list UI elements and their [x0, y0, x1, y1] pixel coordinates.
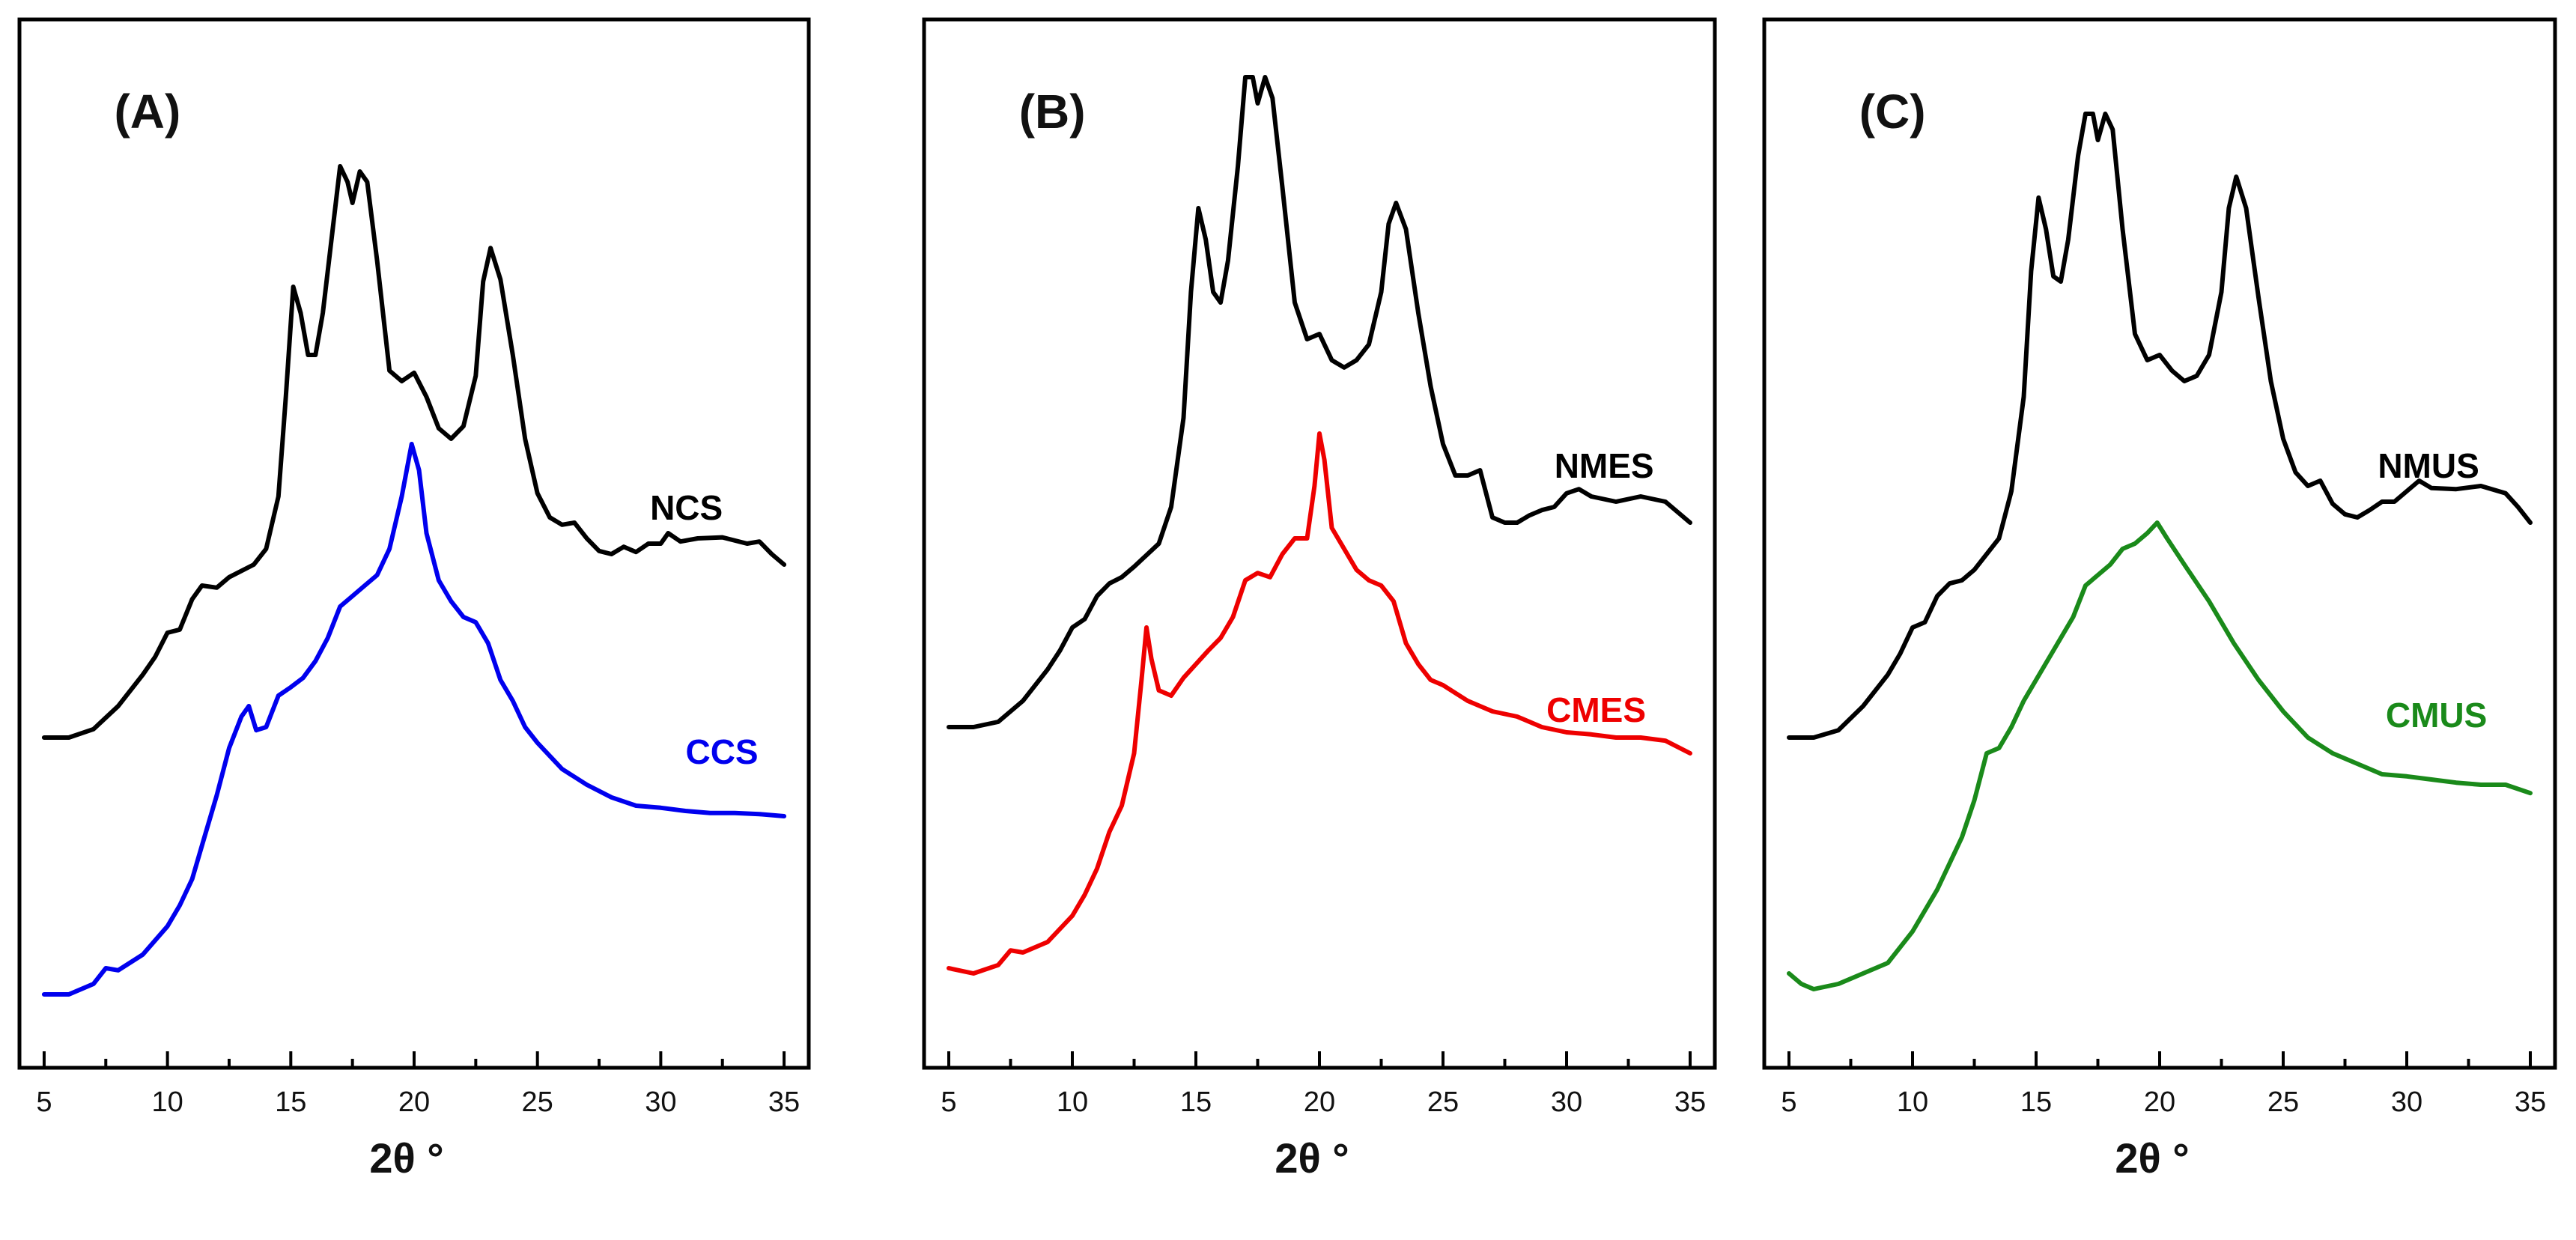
series-line-nmus: [1787, 112, 2533, 740]
x-tick-label: 15: [275, 1086, 306, 1118]
panel-a: 5 10 15 20 25 30 35 2θ ° (A) NCS CCS: [17, 17, 811, 1182]
series-label-cmes: CMES: [1546, 690, 1646, 729]
x-tick-label: 35: [1674, 1086, 1706, 1118]
x-tick-label: 10: [151, 1086, 183, 1118]
series-label-cmus: CMUS: [2386, 696, 2487, 735]
panel-label: (C): [1859, 85, 1926, 139]
x-tick-label: 5: [941, 1086, 956, 1118]
series-label-ncs: NCS: [650, 488, 723, 527]
panel-c: 5 10 15 20 25 30 35 2θ ° (C) NMUS CMUS: [1762, 17, 2557, 1182]
x-tick-label: 20: [1304, 1086, 1335, 1118]
panel-label: (A): [114, 85, 180, 139]
x-tick-label: 30: [2391, 1086, 2422, 1118]
x-tick-label: 20: [2144, 1086, 2175, 1118]
x-tick-label: 30: [645, 1086, 676, 1118]
x-tick-label: 20: [398, 1086, 430, 1118]
x-tick-label: 25: [2267, 1086, 2299, 1118]
plot-frame: [922, 17, 1717, 1070]
x-tick-label: 25: [1427, 1086, 1459, 1118]
series-line-nmes: [947, 75, 1692, 729]
panel-label: (B): [1019, 85, 1086, 139]
x-tick-label: 15: [1180, 1086, 1212, 1118]
x-tick-label: 5: [36, 1086, 52, 1118]
x-axis-title: 2θ °: [2115, 1134, 2189, 1182]
x-tick-label: 25: [522, 1086, 553, 1118]
x-axis-title: 2θ °: [369, 1134, 443, 1182]
x-tick-label: 10: [1897, 1086, 1928, 1118]
series-label-nmes: NMES: [1555, 446, 1654, 485]
series-label-ccs: CCS: [685, 732, 758, 771]
plot-frame: [1762, 17, 2557, 1070]
series-line-ccs: [41, 442, 787, 997]
x-tick-label: 15: [2020, 1086, 2052, 1118]
series-line-cmus: [1787, 520, 2533, 991]
x-tick-label: 10: [1057, 1086, 1088, 1118]
panel-b: 5 10 15 20 25 30 35 2θ ° (B) NMES CMES: [922, 17, 1717, 1182]
series-label-nmus: NMUS: [2378, 446, 2479, 485]
plot-frame: [17, 17, 811, 1070]
x-tick-label: 35: [768, 1086, 800, 1118]
x-tick-label: 5: [1781, 1086, 1796, 1118]
series-line-cmes: [947, 431, 1692, 976]
x-axis-title: 2θ °: [1275, 1134, 1349, 1182]
x-tick-label: 30: [1551, 1086, 1582, 1118]
series-line-ncs: [41, 164, 787, 740]
x-tick-label: 35: [2515, 1086, 2546, 1118]
